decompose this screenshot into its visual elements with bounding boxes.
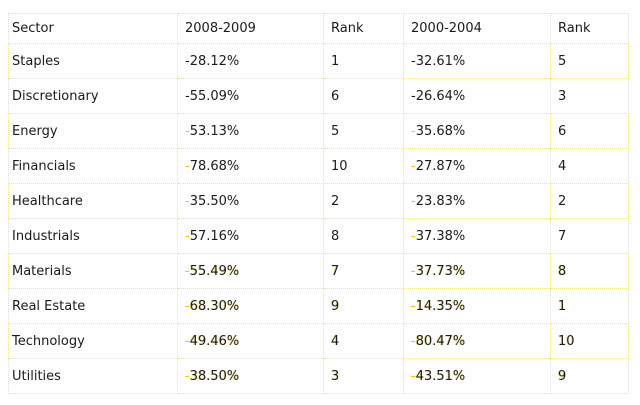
minus-sign: - xyxy=(185,193,190,209)
rank-2000-2004-cell: 8 xyxy=(550,253,629,289)
sector-returns-table: Sector 2008-2009 Rank 2000-2004 Rank Sta… xyxy=(8,13,629,394)
rank-2008-2009-cell: 3 xyxy=(323,358,404,394)
rank-2008-2009-cell: 10 xyxy=(323,148,404,184)
table-row: Technology -49.46% 4 -80.47% 10 xyxy=(8,323,629,359)
rank-2008-2009-cell: 4 xyxy=(323,323,404,359)
minus-sign: - xyxy=(185,298,190,314)
table-row: Real Estate -68.30% 9 -14.35% 1 xyxy=(8,288,629,324)
sector-cell: Discretionary xyxy=(8,78,178,114)
sector-cell: Technology xyxy=(8,323,178,359)
table-row: Energy -53.13% 5 -35.68% 6 xyxy=(8,113,629,149)
minus-sign: - xyxy=(411,368,416,384)
return-2008-2009-cell: -49.46% xyxy=(177,323,324,359)
minus-sign: - xyxy=(185,123,190,139)
return-2000-2004-cell: -37.73% xyxy=(403,253,551,289)
return-2008-2009-cell: -57.16% xyxy=(177,218,324,254)
table-row: Utilities -38.50% 3 -43.51% 9 xyxy=(8,358,629,394)
rank-2008-2009-cell: 6 xyxy=(323,78,404,114)
sector-cell: Industrials xyxy=(8,218,178,254)
return-2000-2004-cell: -37.38% xyxy=(403,218,551,254)
rank-2000-2004-cell: 4 xyxy=(550,148,629,184)
column-header-2008-2009: 2008-2009 xyxy=(177,13,324,44)
return-2000-2004-cell: -35.68% xyxy=(403,113,551,149)
header-row: Sector 2008-2009 Rank 2000-2004 Rank xyxy=(8,13,629,44)
rank-2008-2009-cell: 1 xyxy=(323,43,404,79)
rank-2000-2004-cell: 2 xyxy=(550,183,629,219)
return-2008-2009-cell: -53.13% xyxy=(177,113,324,149)
rank-2000-2004-cell: 3 xyxy=(550,78,629,114)
return-2000-2004-cell: -32.61% xyxy=(403,43,551,79)
sector-cell: Energy xyxy=(8,113,178,149)
sector-cell: Staples xyxy=(8,43,178,79)
return-2000-2004-cell: -80.47% xyxy=(403,323,551,359)
rank-2000-2004-cell: 7 xyxy=(550,218,629,254)
sector-cell: Real Estate xyxy=(8,288,178,324)
rank-2008-2009-cell: 8 xyxy=(323,218,404,254)
table-row: Industrials -57.16% 8 -37.38% 7 xyxy=(8,218,629,254)
rank-2000-2004-cell: 10 xyxy=(550,323,629,359)
return-2008-2009-cell: -55.09% xyxy=(177,78,324,114)
return-2000-2004-cell: -23.83% xyxy=(403,183,551,219)
return-2008-2009-cell: -78.68% xyxy=(177,148,324,184)
rank-2000-2004-cell: 5 xyxy=(550,43,629,79)
minus-sign: - xyxy=(411,158,416,174)
return-2000-2004-cell: -14.35% xyxy=(403,288,551,324)
minus-sign: - xyxy=(185,368,190,384)
table-row: Discretionary -55.09% 6 -26.64% 3 xyxy=(8,78,629,114)
minus-sign: - xyxy=(411,53,416,69)
column-header-2000-2004: 2000-2004 xyxy=(403,13,551,44)
column-header-rank-2000-2004: Rank xyxy=(550,13,629,44)
rank-2008-2009-cell: 2 xyxy=(323,183,404,219)
return-2008-2009-cell: -35.50% xyxy=(177,183,324,219)
return-2008-2009-cell: -68.30% xyxy=(177,288,324,324)
sector-cell: Healthcare xyxy=(8,183,178,219)
table-row: Healthcare -35.50% 2 -23.83% 2 xyxy=(8,183,629,219)
table-row: Materials -55.49% 7 -37.73% 8 xyxy=(8,253,629,289)
return-2000-2004-cell: -26.64% xyxy=(403,78,551,114)
table-row: Staples -28.12% 1 -32.61% 5 xyxy=(8,43,629,79)
return-2000-2004-cell: -43.51% xyxy=(403,358,551,394)
return-2008-2009-cell: -28.12% xyxy=(177,43,324,79)
table-row: Financials -78.68% 10 -27.87% 4 xyxy=(8,148,629,184)
minus-sign: - xyxy=(411,88,416,104)
sector-cell: Utilities xyxy=(8,358,178,394)
minus-sign: - xyxy=(411,333,416,349)
minus-sign: - xyxy=(185,158,190,174)
rank-2008-2009-cell: 5 xyxy=(323,113,404,149)
sector-cell: Financials xyxy=(8,148,178,184)
minus-sign: - xyxy=(411,123,416,139)
rank-2008-2009-cell: 9 xyxy=(323,288,404,324)
return-2008-2009-cell: -55.49% xyxy=(177,253,324,289)
minus-sign: - xyxy=(185,88,190,104)
rank-2000-2004-cell: 6 xyxy=(550,113,629,149)
minus-sign: - xyxy=(411,228,416,244)
rank-2008-2009-cell: 7 xyxy=(323,253,404,289)
rank-2000-2004-cell: 9 xyxy=(550,358,629,394)
minus-sign: - xyxy=(411,263,416,279)
minus-sign: - xyxy=(185,263,190,279)
sector-cell: Materials xyxy=(8,253,178,289)
table-header: Sector 2008-2009 Rank 2000-2004 Rank xyxy=(8,13,629,44)
minus-sign: - xyxy=(411,298,416,314)
column-header-sector: Sector xyxy=(8,13,178,44)
rank-2000-2004-cell: 1 xyxy=(550,288,629,324)
column-header-rank-2008-2009: Rank xyxy=(323,13,404,44)
return-2008-2009-cell: -38.50% xyxy=(177,358,324,394)
minus-sign: - xyxy=(185,228,190,244)
minus-sign: - xyxy=(185,53,190,69)
minus-sign: - xyxy=(411,193,416,209)
minus-sign: - xyxy=(185,333,190,349)
table-body: Staples -28.12% 1 -32.61% 5 Discretionar… xyxy=(8,43,629,394)
return-2000-2004-cell: -27.87% xyxy=(403,148,551,184)
